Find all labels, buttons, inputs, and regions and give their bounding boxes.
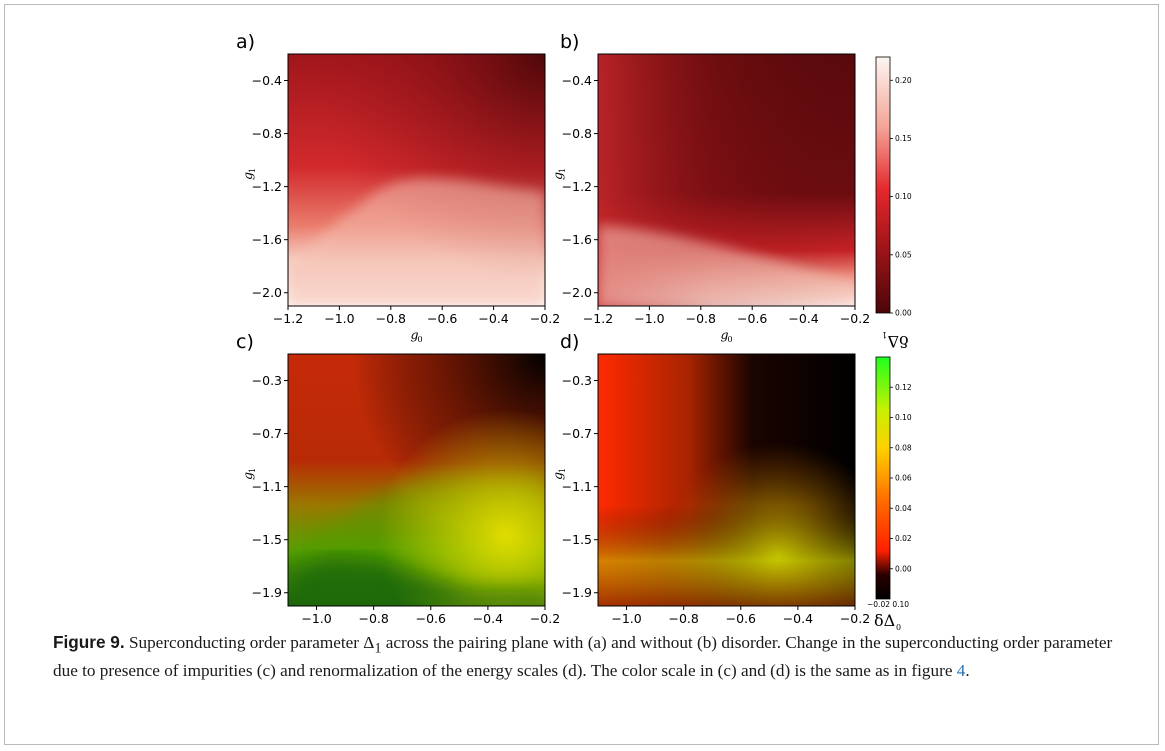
y-tick-label: −0.3	[562, 373, 592, 388]
x-tick-label: −0.6	[737, 311, 767, 326]
y-tick-label: −0.4	[252, 73, 282, 88]
colorbar-bottom-tick-label: 0.08	[895, 443, 912, 452]
x-tick-label: −0.2	[530, 311, 560, 326]
caption-part-2: across the pairing plane with (a) and wi…	[53, 633, 1113, 680]
y-axis-label: g	[240, 172, 255, 180]
colorbar-top-label-subscript: 1	[882, 330, 887, 339]
colorbar-bottom	[875, 356, 891, 600]
y-tick-label: −1.6	[562, 232, 592, 247]
x-tick-label: −0.4	[783, 611, 813, 626]
x-tick-label: −0.6	[726, 611, 756, 626]
panel-a-heatmap	[288, 54, 545, 306]
panel-label-b: b)	[560, 31, 579, 53]
x-tick-label: −1.0	[324, 311, 354, 326]
y-tick-label: −2.0	[562, 285, 592, 300]
caption-end: .	[965, 660, 970, 680]
x-tick-label: −0.2	[840, 611, 870, 626]
y-tick-label: −0.8	[252, 126, 282, 141]
y-axis-label: g	[240, 472, 255, 480]
y-tick-label: −0.8	[562, 126, 592, 141]
colorbar-top-tick-label: 0.20	[895, 76, 912, 85]
x-tick-label: −0.8	[686, 311, 716, 326]
colorbar-bottom-tick-label: 0.04	[895, 504, 912, 513]
x-axis-label: g	[721, 327, 729, 342]
panel-label-c: c)	[236, 331, 254, 353]
x-axis-label: g	[411, 327, 419, 342]
colorbar-top-tick-label: 0.00	[895, 309, 912, 318]
colorbar-top-tick-label: 0.15	[895, 134, 912, 143]
y-tick-label: −1.9	[252, 585, 282, 600]
y-tick-label: −1.6	[252, 232, 282, 247]
x-tick-label: −0.8	[668, 611, 698, 626]
x-tick-label: −0.8	[358, 611, 388, 626]
panel-b-heatmap	[598, 54, 855, 306]
x-tick-label: −0.8	[376, 311, 406, 326]
y-tick-label: −0.4	[562, 73, 592, 88]
x-tick-label: −0.6	[427, 311, 457, 326]
colorbar-top-tick-label: 0.05	[895, 250, 912, 259]
caption-delta-subscript: 1	[374, 640, 382, 657]
y-tick-label: −1.2	[252, 179, 282, 194]
x-tick-label: −0.4	[473, 611, 503, 626]
x-tick-label: −0.4	[788, 311, 818, 326]
caption-label: Figure 9.	[53, 632, 125, 652]
colorbar-bottom-end-label: −0.02 0.10	[867, 600, 909, 609]
y-tick-label: −0.7	[562, 426, 592, 441]
colorbar-bottom-tick-label: 0.06	[895, 474, 912, 483]
caption-figure-link[interactable]: 4	[956, 660, 966, 680]
y-tick-label: −1.1	[562, 479, 592, 494]
y-tick-label: −1.5	[562, 532, 592, 547]
panel-label-d: d)	[560, 331, 579, 353]
y-axis-label-subscript: 1	[248, 168, 257, 173]
colorbar-bottom-tick-label: 0.12	[895, 383, 912, 392]
y-tick-label: −2.0	[252, 285, 282, 300]
x-axis-label: g	[721, 627, 729, 630]
x-tick-label: −0.4	[478, 311, 508, 326]
y-tick-label: −1.2	[562, 179, 592, 194]
x-axis-label-subscript: 0	[728, 335, 733, 344]
y-axis-label-subscript: 1	[558, 168, 567, 173]
figure-canvas: a) −1.2 −1.0 −0.8 −0.6 −0.4 −0.2 −0.4 −0.8 −1.2 −1…	[236, 31, 912, 630]
x-axis-label-subscript: 0	[418, 335, 423, 344]
colorbar-bottom-label: δΔ	[874, 611, 895, 630]
y-tick-label: −1.1	[252, 479, 282, 494]
colorbar-bottom-tick-label: 0.00	[895, 564, 912, 573]
colorbar-top-label: δΔ	[887, 332, 908, 351]
colorbar-bottom-label-subscript: 0	[896, 623, 901, 630]
panel-c-heatmap	[288, 354, 545, 606]
y-tick-label: −1.5	[252, 532, 282, 547]
panel-d-heatmap	[598, 354, 855, 606]
y-axis-label-subscript: 1	[248, 468, 257, 473]
y-tick-label: −1.9	[562, 585, 592, 600]
colorbar-bottom-tick-label: 0.10	[895, 413, 912, 422]
x-axis-label: g	[411, 627, 419, 630]
x-tick-label: −0.6	[416, 611, 446, 626]
y-tick-label: −0.3	[252, 373, 282, 388]
colorbar-top-tick-label: 0.10	[895, 192, 912, 201]
x-tick-label: −1.2	[273, 311, 303, 326]
y-axis-label-subscript: 1	[558, 468, 567, 473]
x-tick-label: −1.0	[611, 611, 641, 626]
figure-frame	[4, 4, 1159, 745]
x-tick-label: −1.2	[583, 311, 613, 326]
panel-label-a: a)	[236, 31, 255, 53]
x-tick-label: −1.0	[634, 311, 664, 326]
y-axis-label: g	[550, 172, 565, 180]
colorbar-top	[875, 56, 891, 314]
figure-caption: Figure 9. Superconducting order paramete…	[53, 632, 1133, 681]
x-tick-label: −1.0	[301, 611, 331, 626]
colorbar-bottom-tick-label: 0.02	[895, 534, 912, 543]
y-tick-label: −0.7	[252, 426, 282, 441]
y-axis-label: g	[550, 472, 565, 480]
x-tick-label: −0.2	[530, 611, 560, 626]
caption-part-1: Superconducting order parameter Δ	[124, 633, 375, 652]
x-tick-label: −0.2	[840, 311, 870, 326]
